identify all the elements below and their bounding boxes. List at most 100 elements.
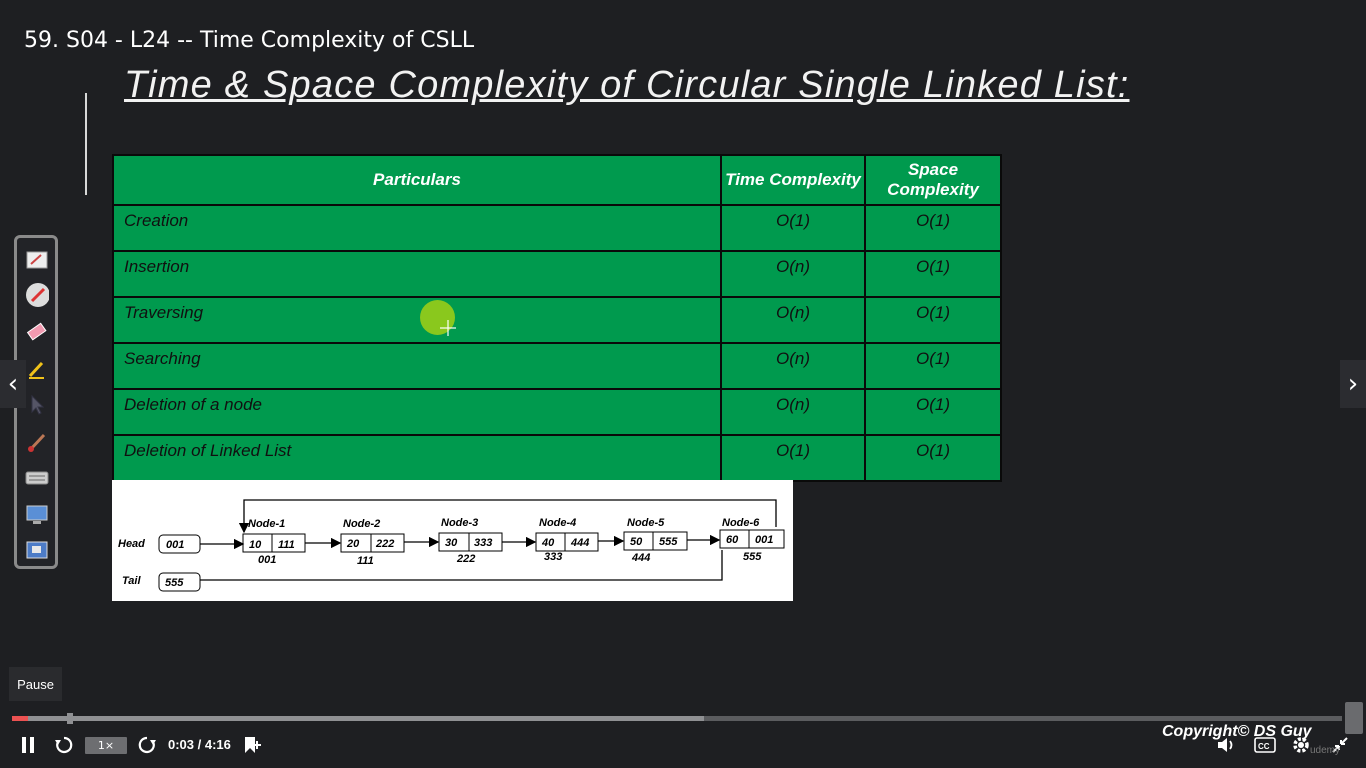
row-particular: Creation (112, 204, 722, 252)
brush-icon[interactable] (25, 430, 49, 454)
eraser-icon[interactable] (25, 320, 49, 344)
table-header-row: Particulars Time Complexity Space Comple… (112, 154, 1002, 206)
row-space: O(1) (864, 434, 1002, 482)
node-next: 111 (278, 539, 295, 551)
node-next: 555 (659, 536, 678, 548)
node-name: Node-6 (722, 517, 760, 529)
pen-red-icon[interactable] (25, 283, 49, 307)
node-name: Node-1 (248, 518, 285, 530)
app-thumbnail-icon[interactable] (1345, 702, 1363, 734)
table-row: Insertion O(n) O(1) (112, 250, 1002, 298)
node-box (535, 532, 599, 552)
pause-button[interactable] (18, 732, 38, 758)
whiteboard-icon[interactable] (25, 248, 49, 272)
copyright-text: Copyright© DS Guy (1162, 723, 1312, 740)
head-label: Head (118, 538, 145, 550)
node-value: 40 (541, 537, 555, 549)
row-space: O(1) (864, 296, 1002, 344)
pointer-arrow-icon[interactable] (25, 393, 49, 417)
time-display: 0:03 / 4:16 (168, 737, 231, 752)
played-bar (12, 716, 28, 721)
fullscreen-exit-button[interactable] (1328, 732, 1352, 758)
udemy-watermark: udemy (1310, 745, 1341, 756)
table-row: Traversing O(n) O(1) (112, 296, 1002, 344)
node-address: 555 (743, 551, 762, 563)
circular-link-line (238, 499, 777, 534)
node-box (340, 533, 405, 553)
table-row: Searching O(n) O(1) (112, 342, 1002, 390)
row-space: O(1) (864, 204, 1002, 252)
rewind-icon (55, 736, 73, 754)
playback-speed-button[interactable]: 1× (85, 737, 127, 754)
keyboard-icon[interactable] (25, 466, 49, 490)
pause-tooltip: Pause (9, 667, 62, 701)
node-next: 333 (474, 537, 492, 549)
row-time: O(1) (720, 204, 866, 252)
presenter-pointer-dot (420, 300, 455, 335)
forward-button[interactable] (136, 732, 158, 758)
row-particular: Deletion of a node (112, 388, 722, 436)
tail-box (158, 572, 201, 592)
lecture-title: 59. S04 - L24 -- Time Complexity of CSLL (24, 28, 475, 53)
node-value: 10 (249, 539, 262, 551)
complexity-table: Particulars Time Complexity Space Comple… (112, 154, 1002, 482)
settings-button[interactable] (1290, 732, 1312, 758)
head-value: 001 (166, 539, 184, 551)
node-next: 001 (755, 534, 773, 546)
node-address: 001 (258, 554, 276, 566)
highlighter-icon[interactable] (25, 357, 49, 381)
next-lecture-button[interactable]: › (1340, 360, 1366, 408)
capture-icon[interactable] (25, 539, 49, 563)
slide-heading: Time & Space Complexity of Circular Sing… (124, 64, 1130, 106)
node-address: 111 (357, 555, 374, 567)
add-bookmark-button[interactable] (241, 732, 263, 758)
rewind-button[interactable] (53, 732, 75, 758)
header-space-complexity: Space Complexity (864, 154, 1002, 206)
bookmark-add-icon (245, 737, 261, 753)
scrub-handle[interactable] (67, 713, 73, 724)
row-space: O(1) (864, 342, 1002, 390)
tail-label: Tail (122, 575, 141, 587)
pause-icon (22, 737, 34, 753)
node-next: 222 (375, 538, 394, 550)
row-time: O(n) (720, 388, 866, 436)
chevron-left-icon: ‹ (7, 369, 19, 399)
node-value: 20 (346, 538, 360, 550)
buffered-bar (12, 716, 704, 721)
captions-button[interactable]: CC (1253, 732, 1277, 758)
tail-pointer-line (200, 550, 723, 581)
table-row: Deletion of Linked List O(1) O(1) (112, 434, 1002, 482)
row-space: O(1) (864, 388, 1002, 436)
node-name: Node-2 (343, 518, 380, 530)
volume-button[interactable] (1216, 732, 1238, 758)
forward-icon (138, 736, 156, 754)
node-address: 444 (631, 552, 650, 564)
row-time: O(1) (720, 434, 866, 482)
svg-text:CC: CC (1258, 742, 1270, 751)
table-row: Deletion of a node O(n) O(1) (112, 388, 1002, 436)
node-box (623, 531, 688, 551)
node-name: Node-3 (441, 517, 478, 529)
crosshair-cursor-icon (440, 320, 456, 336)
tail-value: 555 (165, 577, 184, 589)
row-particular: Traversing (112, 296, 722, 344)
linked-list-diagram: Head 001 Tail 555 Node-1 10 111 001 Node… (112, 480, 793, 601)
node-value: 30 (445, 537, 458, 549)
gear-icon (1293, 737, 1309, 753)
header-particulars: Particulars (112, 154, 722, 206)
row-time: O(n) (720, 296, 866, 344)
progress-bar[interactable] (12, 713, 1342, 724)
node-address: 222 (456, 553, 475, 565)
row-particular: Insertion (112, 250, 722, 298)
node-box (719, 529, 785, 549)
node-address: 333 (544, 551, 562, 563)
volume-icon (1218, 738, 1233, 752)
previous-lecture-button[interactable]: ‹ (0, 360, 26, 408)
collapse-icon (1332, 737, 1348, 753)
row-time: O(n) (720, 342, 866, 390)
node-value: 50 (630, 536, 643, 548)
screen-icon[interactable] (25, 503, 49, 527)
row-particular: Searching (112, 342, 722, 390)
slide-divider-line (85, 93, 87, 195)
chevron-right-icon: › (1347, 369, 1359, 399)
